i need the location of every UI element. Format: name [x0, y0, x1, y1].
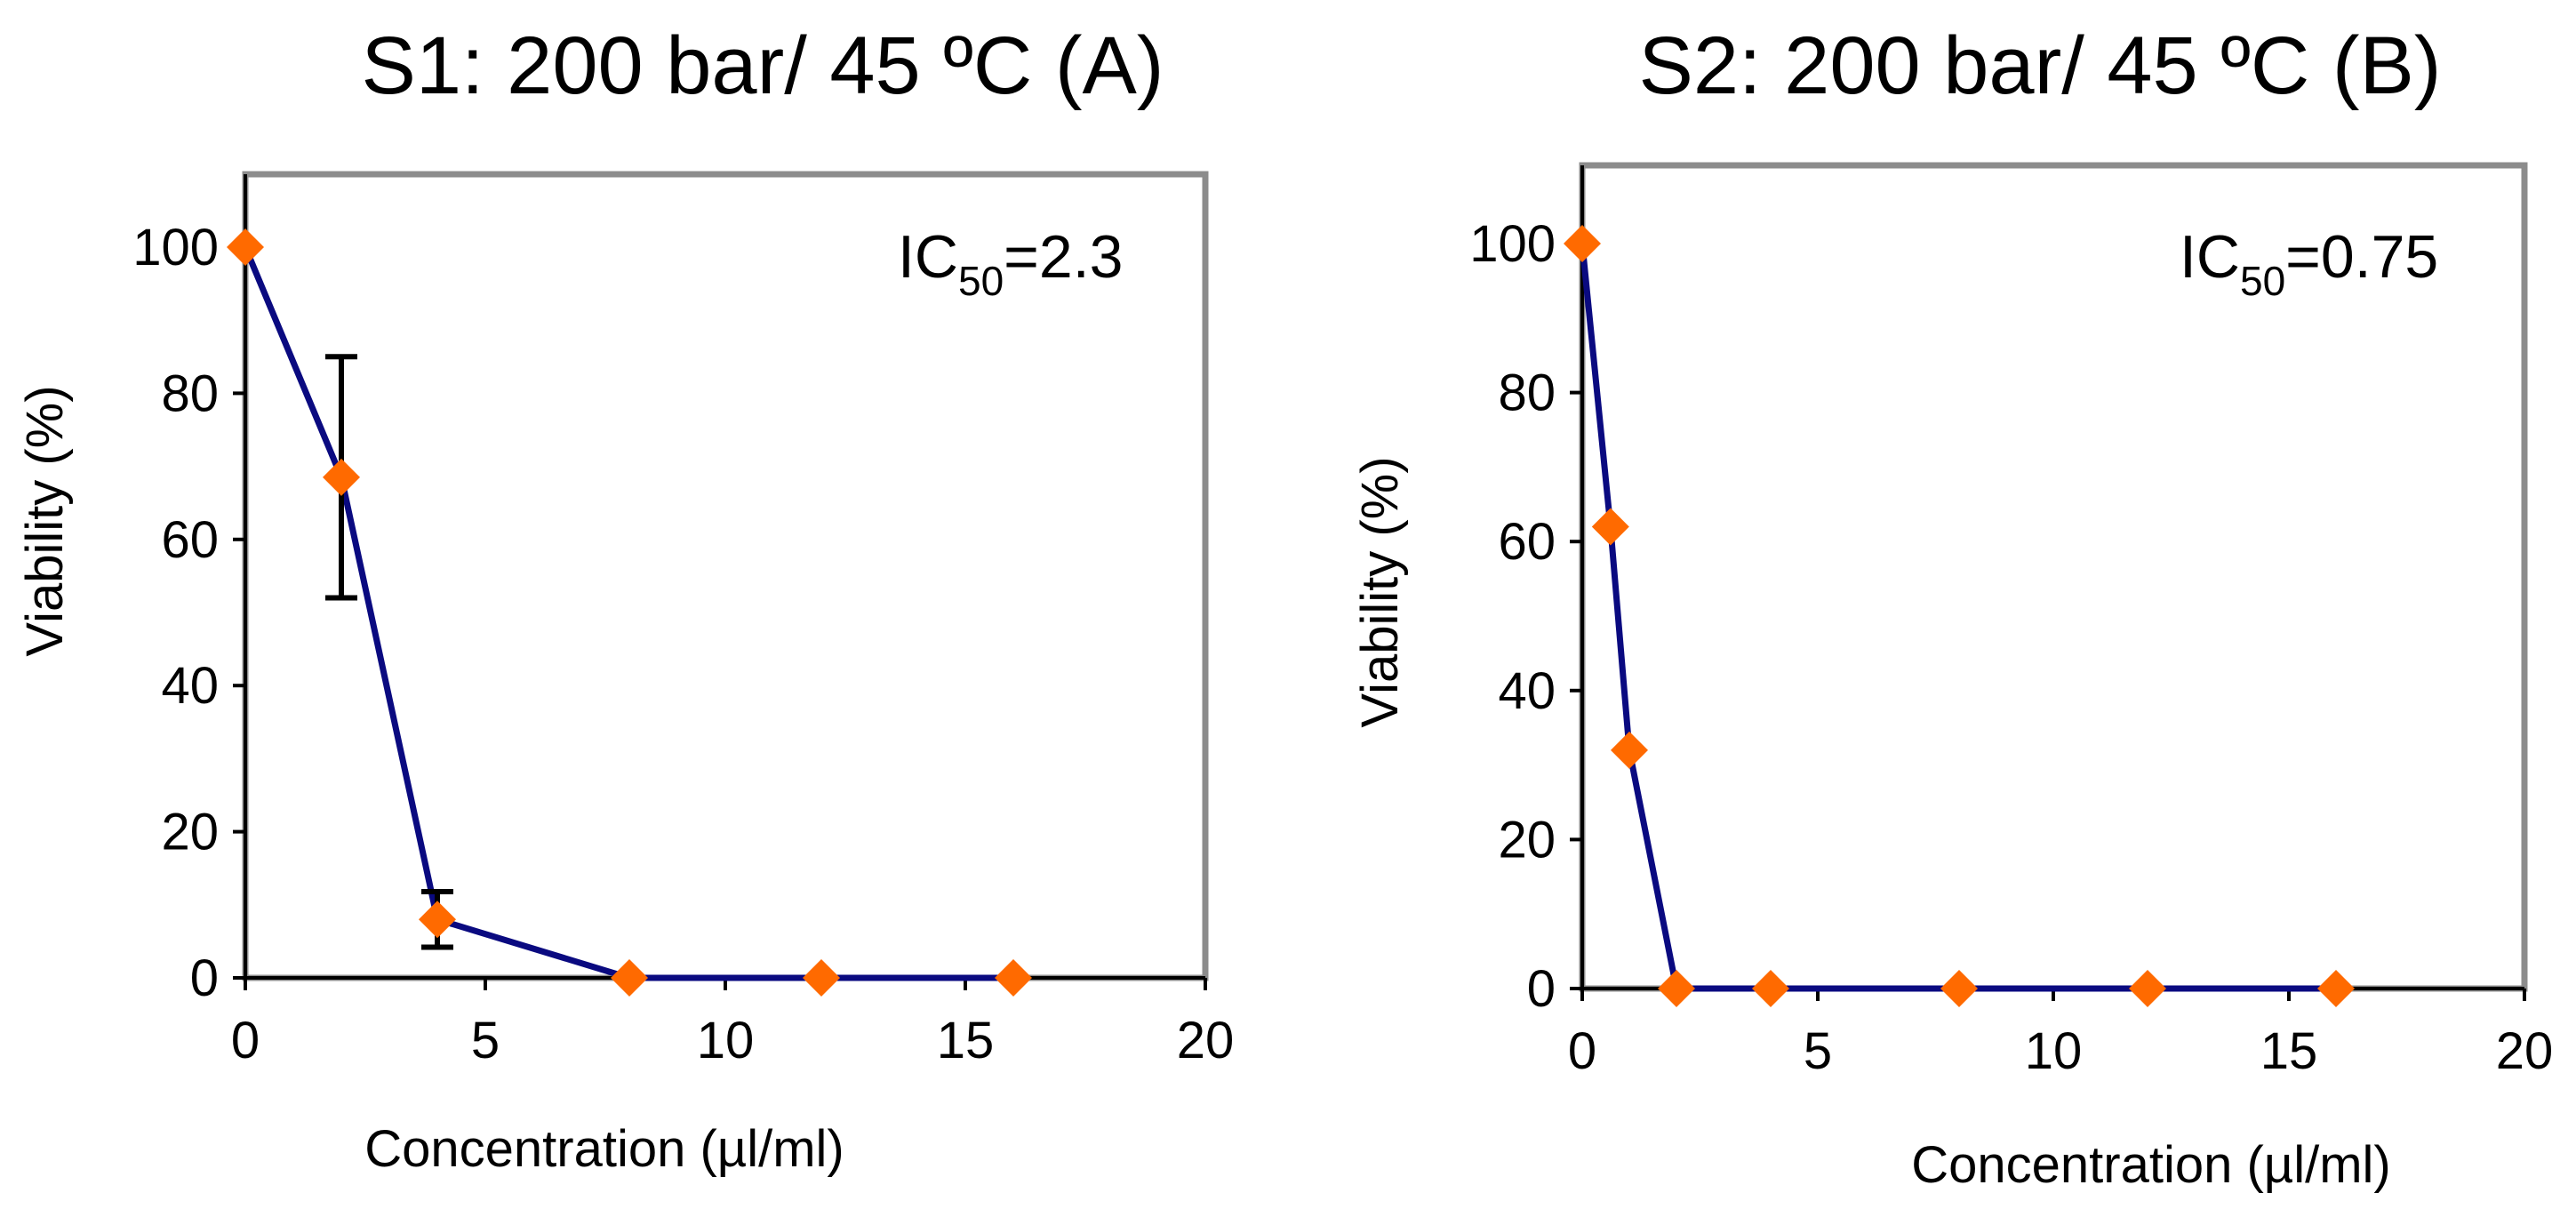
chart-panel-b: S2: 200 bar/ 45 ºC (B) 0 20 40 60 80 100 0 5 10 1…: [1351, 20, 2553, 1194]
y-tick-label: 80: [161, 364, 219, 422]
data-point-marker: [419, 901, 456, 939]
data-point-marker: [1752, 970, 1789, 1007]
ic50-prefix: IC: [2180, 223, 2240, 291]
data-point-marker: [1591, 508, 1629, 546]
y-tick-label: 0: [190, 949, 219, 1007]
data-point-marker: [1658, 970, 1695, 1007]
x-tick-label: 20: [2496, 1022, 2554, 1080]
series-line: [1579, 243, 2336, 992]
data-point-marker: [2317, 970, 2355, 1007]
y-axis-label: Viability (%): [1351, 456, 1409, 727]
y-tick-label: 60: [161, 511, 219, 569]
x-tick-label: 20: [1177, 1012, 1235, 1069]
ic50-value: =0.75: [2285, 223, 2438, 291]
x-tick-label: 15: [937, 1012, 995, 1069]
y-axis-label: Viability (%): [16, 385, 74, 656]
series-line: [242, 245, 1013, 981]
x-tick-label: 5: [1804, 1022, 1832, 1080]
ic50-subscript: 50: [2240, 258, 2285, 304]
plot-area-frame: [1579, 162, 2528, 992]
data-point-marker: [611, 959, 648, 997]
ic50-annotation: IC50=2.3: [898, 223, 1123, 304]
data-point-marker: [1564, 225, 1601, 262]
data-point-marker: [323, 458, 360, 496]
y-tick-label: 20: [1498, 811, 1556, 869]
y-tick-label: 100: [132, 219, 219, 276]
data-point-marker: [803, 959, 840, 997]
x-axis-label: Concentration (µl/ml): [364, 1120, 844, 1178]
ic50-annotation: IC50=0.75: [2180, 223, 2438, 304]
x-tick-label: 5: [471, 1012, 500, 1069]
x-axis-label: Concentration (µl/ml): [1911, 1136, 2390, 1194]
x-tick-label: 0: [1568, 1022, 1596, 1080]
ic50-subscript: 50: [958, 258, 1004, 304]
y-tick-label: 40: [161, 657, 219, 715]
y-tick-label: 80: [1498, 364, 1556, 422]
chart-title: S1: 200 bar/ 45 ºC (A): [362, 20, 1164, 111]
data-point-marker: [2129, 970, 2166, 1007]
data-point-marker: [1611, 731, 1648, 769]
data-point-marker: [227, 228, 264, 266]
ic50-value: =2.3: [1004, 223, 1123, 291]
chart-title: S2: 200 bar/ 45 ºC (B): [1639, 20, 2442, 111]
axis-ticks: 0 20 40 60 80 100 0 5 10 15 20: [1469, 165, 2553, 1080]
axis-ticks: 0 20 40 60 80 100 0 5 10 15 20: [132, 174, 1234, 1069]
y-tick-label: 40: [1498, 662, 1556, 720]
x-tick-label: 15: [2260, 1022, 2318, 1080]
y-tick-label: 20: [161, 804, 219, 861]
chart-marks: [1564, 225, 2355, 1007]
x-tick-label: 10: [2025, 1022, 2083, 1080]
plot-area-frame: [242, 171, 1209, 981]
data-point-marker: [1940, 970, 1978, 1007]
data-point-marker: [995, 959, 1032, 997]
x-tick-label: 0: [231, 1012, 260, 1069]
y-tick-label: 0: [1527, 960, 1556, 1018]
y-tick-label: 60: [1498, 513, 1556, 571]
chart-panel-a: S1: 200 bar/ 45 ºC (A) 0 20 40 60 80 100 0 5 10 1…: [16, 20, 1234, 1178]
chart-marks: [227, 228, 1032, 997]
y-tick-label: 100: [1469, 215, 1556, 273]
x-tick-label: 10: [697, 1012, 755, 1069]
ic50-prefix: IC: [898, 223, 958, 291]
